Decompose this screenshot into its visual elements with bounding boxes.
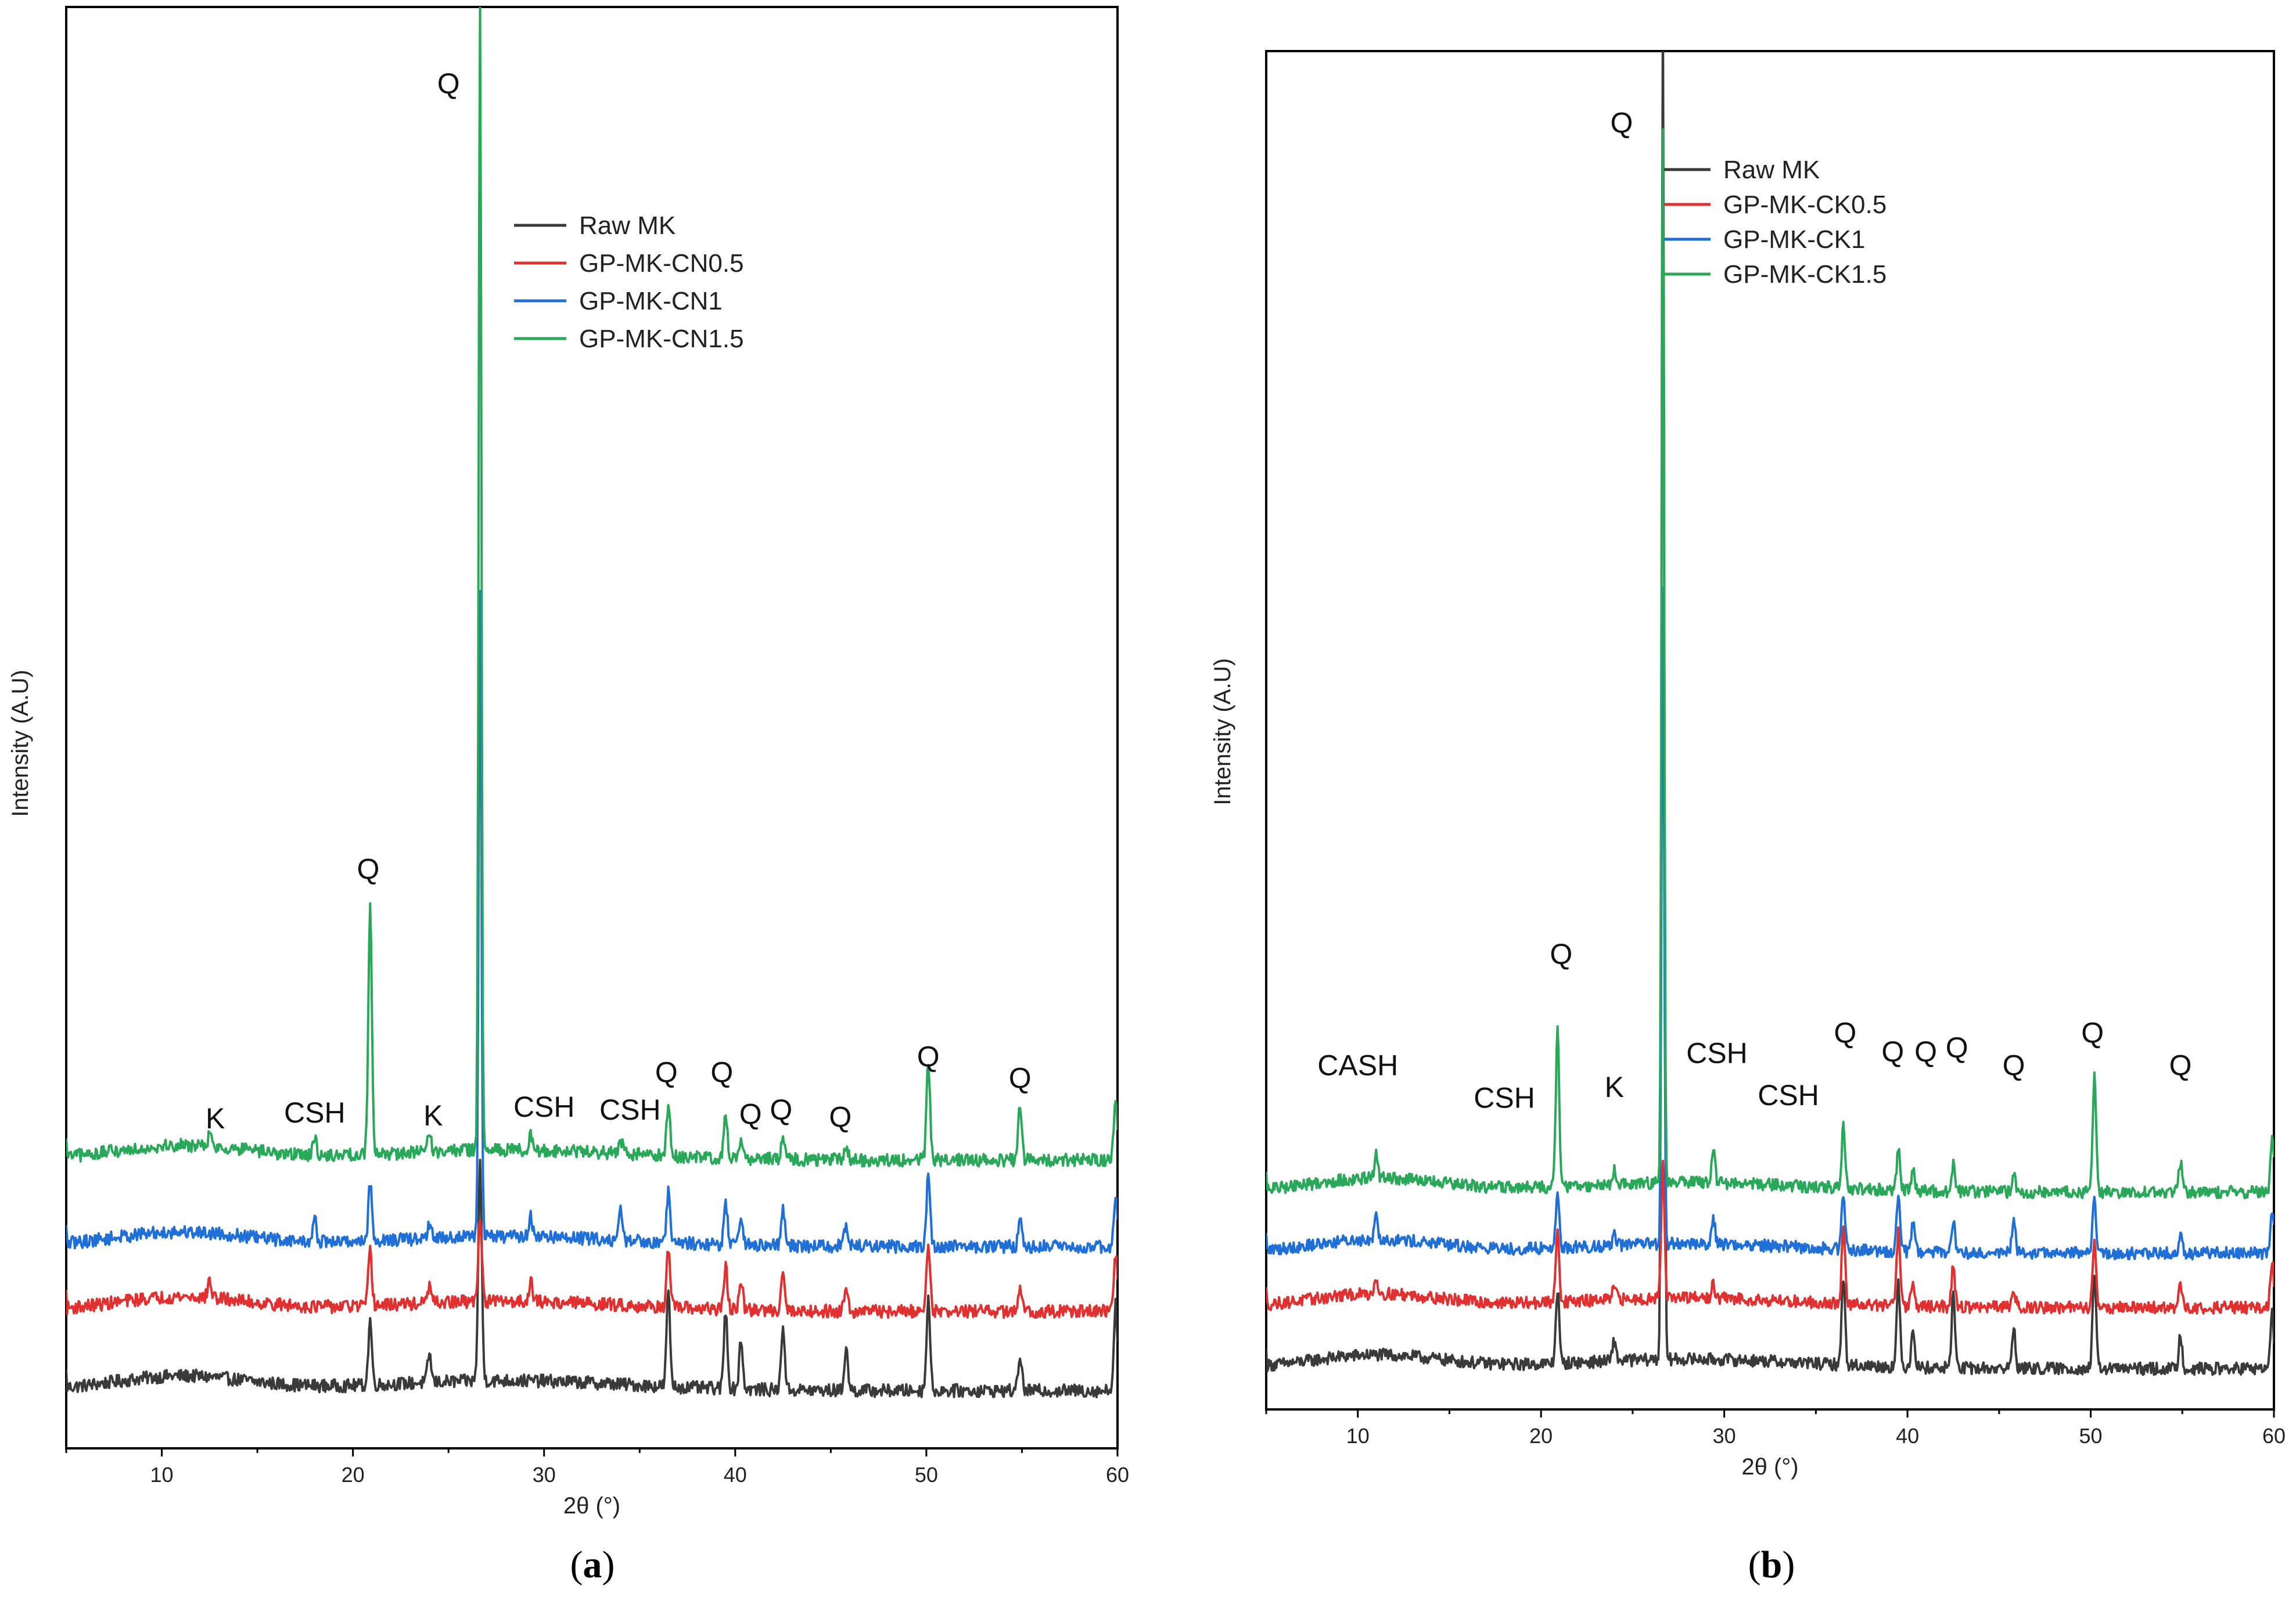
peak-annotation: Q <box>1009 1062 1032 1095</box>
x-tick-label: 10 <box>150 1463 174 1487</box>
plot-frame <box>65 6 1119 1449</box>
series-line-2 <box>1266 587 2274 1261</box>
x-tick-label: 40 <box>1896 1424 1919 1448</box>
peak-annotation: Q <box>739 1098 762 1131</box>
peak-annotation: CSH <box>599 1094 661 1126</box>
legend-entry: GP-MK-CN1.5 <box>579 325 744 353</box>
peak-annotation: Q <box>1834 1016 1856 1049</box>
series-line-3 <box>66 7 1118 1168</box>
series-line-1 <box>66 1220 1118 1319</box>
x-axis-title: 2θ (°) <box>1741 1454 1798 1480</box>
peak-annotation: CSH <box>1686 1037 1748 1070</box>
x-tick-label: 60 <box>2262 1424 2286 1448</box>
peak-annotation: Q <box>357 853 380 886</box>
series-line-3 <box>1266 128 2274 1199</box>
peak-annotation: Q <box>655 1056 678 1089</box>
peak-annotation: K <box>206 1102 225 1135</box>
peak-annotation: CSH <box>284 1096 346 1129</box>
peak-annotation: CSH <box>1474 1082 1535 1114</box>
peak-annotation: Q <box>770 1094 792 1126</box>
x-tick-label: 10 <box>1346 1424 1370 1448</box>
legend-entry: GP-MK-CK1.5 <box>1723 260 1887 289</box>
peak-annotation: K <box>1605 1071 1624 1103</box>
panel-label: (a) <box>570 1544 615 1586</box>
peak-annotation: Q <box>2169 1049 2192 1082</box>
peak-annotation: CASH <box>1317 1049 1398 1082</box>
peak-annotation: CSH <box>1758 1079 1819 1112</box>
peak-annotation: Q <box>1550 938 1572 970</box>
legend-entry: GP-MK-CK0.5 <box>1723 190 1887 219</box>
panel-label: (b) <box>1748 1544 1795 1586</box>
x-tick-label: 30 <box>1713 1424 1736 1448</box>
series-group <box>66 7 1118 1398</box>
peak-annotation: Q <box>1914 1035 1937 1068</box>
x-tick-label: 30 <box>533 1463 556 1487</box>
peak-annotation: Q <box>917 1040 940 1073</box>
peak-annotation: Q <box>1946 1031 1968 1064</box>
x-tick-label: 50 <box>915 1463 938 1487</box>
legend-entry: GP-MK-CK1 <box>1723 225 1865 254</box>
x-tick-label: 20 <box>342 1463 365 1487</box>
peak-annotation: Q <box>710 1056 733 1089</box>
peak-annotation: K <box>423 1099 443 1132</box>
peak-annotation: Q <box>829 1101 851 1134</box>
peak-annotation: Q <box>2003 1049 2025 1082</box>
legend-entry: GP-MK-CN1 <box>579 287 723 315</box>
series-group <box>1266 51 2274 1376</box>
legend-entry: Raw MK <box>579 211 675 240</box>
y-axis-title: Intensity (A.U) <box>8 670 33 817</box>
legend-entry: Raw MK <box>1723 156 1820 184</box>
x-tick-label: 40 <box>724 1463 747 1487</box>
x-axis-title: 2θ (°) <box>563 1493 620 1519</box>
plot-frame <box>1265 50 2275 1411</box>
series-line-0 <box>1266 51 2274 1376</box>
peak-annotation: CSH <box>513 1091 575 1123</box>
y-axis-title: Intensity (A.U) <box>1210 658 1235 805</box>
series-line-0 <box>66 1159 1118 1398</box>
x-tick-label: 20 <box>1529 1424 1553 1448</box>
peak-annotation: Q <box>1881 1035 1904 1068</box>
series-line-1 <box>1266 1160 2274 1315</box>
legend-entry: GP-MK-CN0.5 <box>579 249 744 278</box>
x-tick-label: 50 <box>2079 1424 2103 1448</box>
x-tick-label: 60 <box>1106 1463 1129 1487</box>
peak-annotation: Q <box>2081 1016 2104 1049</box>
peak-annotation: Q <box>1611 106 1633 139</box>
peak-annotation: Q <box>437 67 460 100</box>
series-line-2 <box>66 589 1118 1254</box>
